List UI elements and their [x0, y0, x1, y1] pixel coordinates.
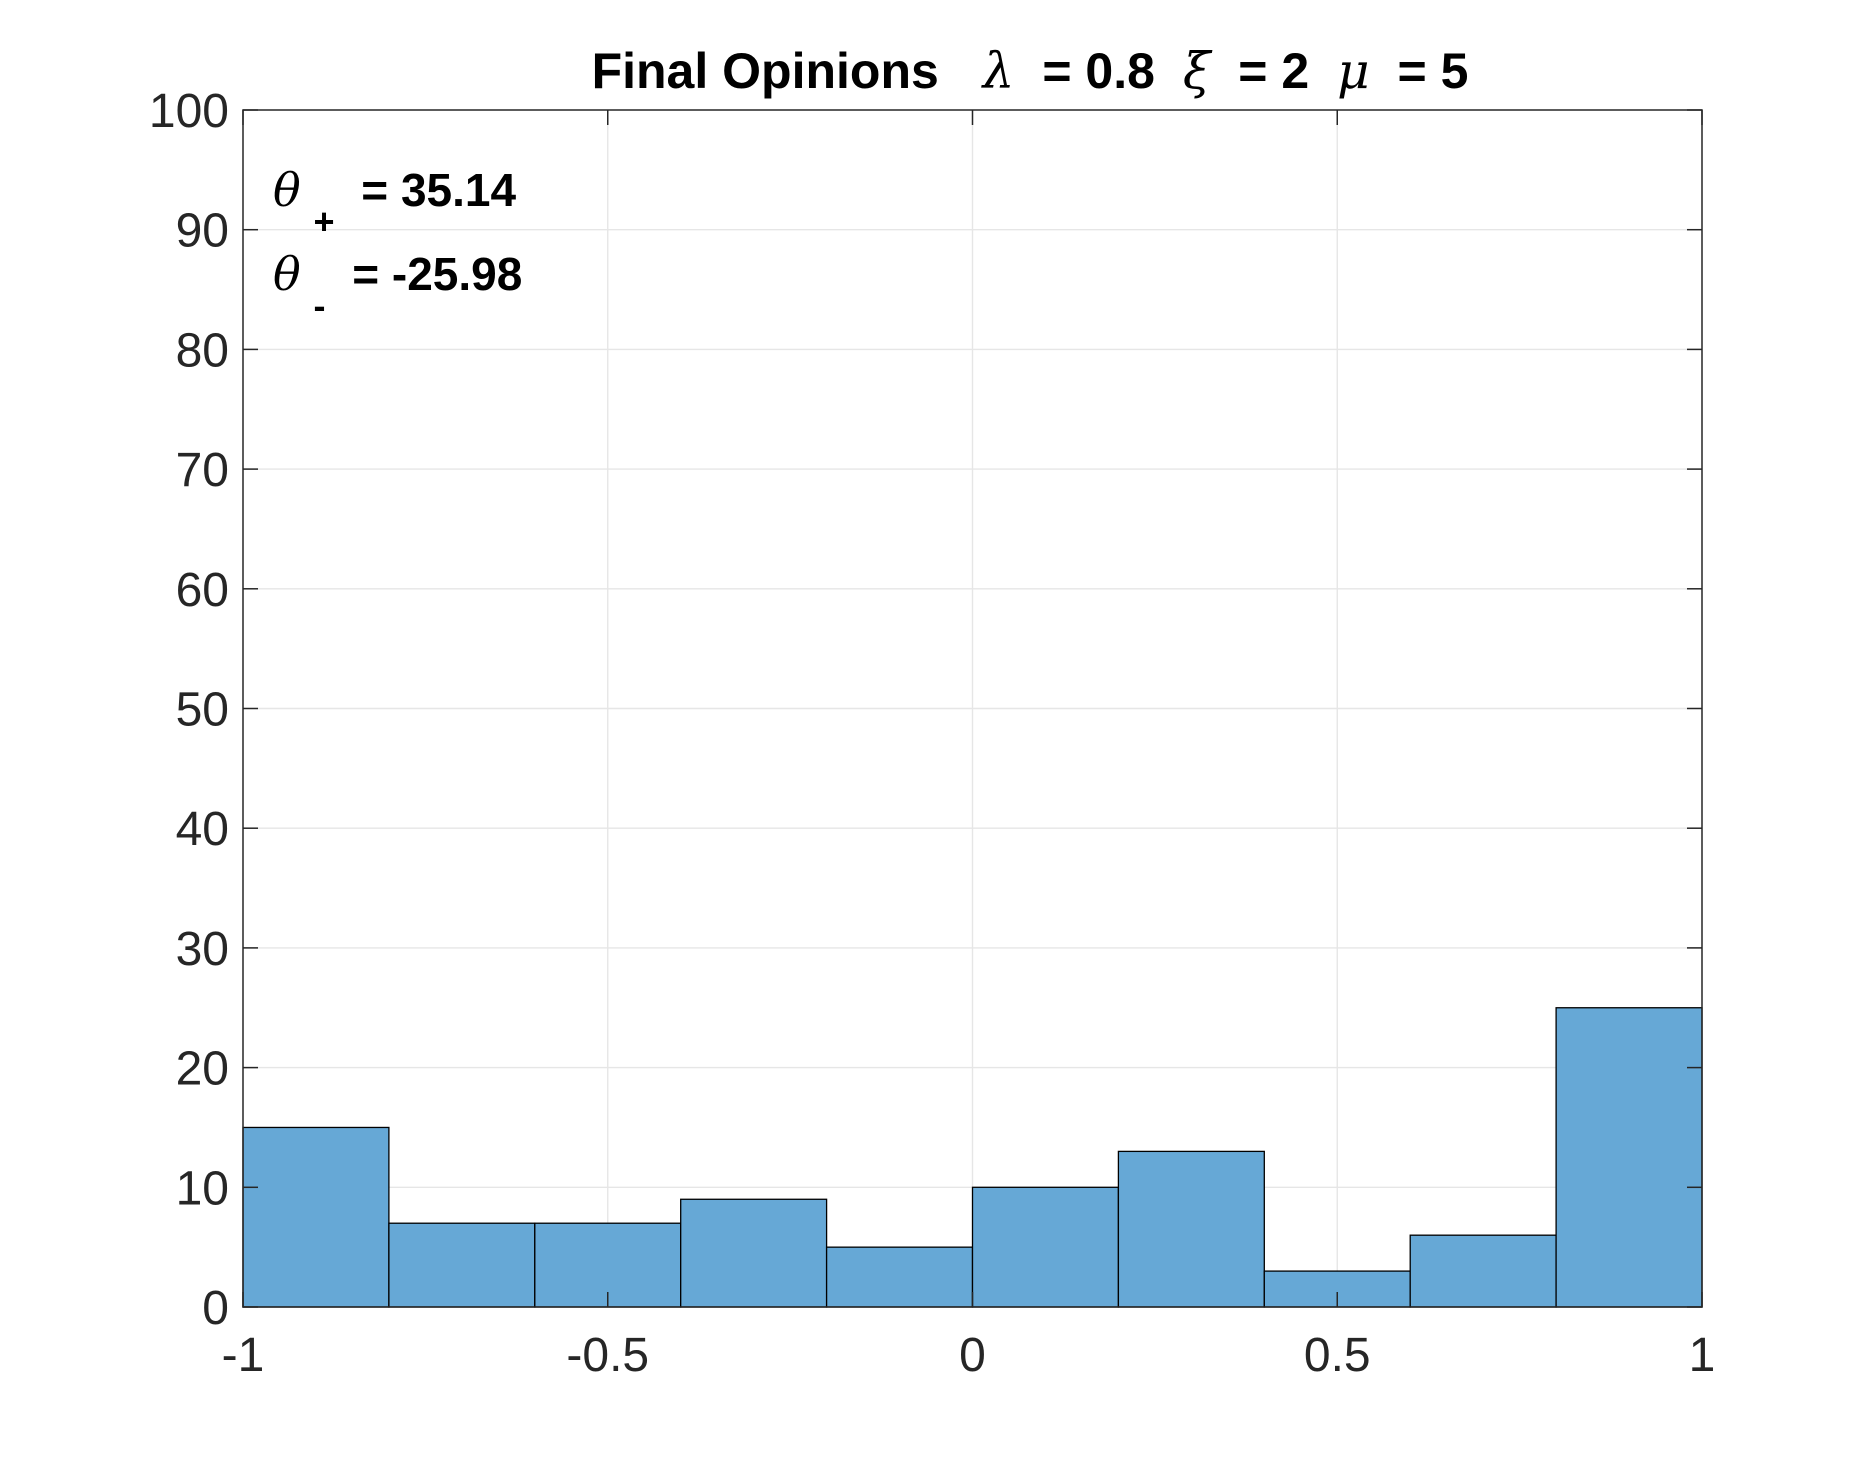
- plot-axes: [242, 109, 1703, 1308]
- x-tick-label: 1: [1689, 1329, 1716, 1382]
- title-mu-symbol: μ: [1337, 42, 1370, 100]
- histogram-bar: [825, 1246, 974, 1308]
- y-tick-label: 100: [149, 85, 229, 138]
- y-tick-label: 10: [176, 1162, 229, 1215]
- title-lambda-value: = 0.8: [1042, 43, 1155, 99]
- title-xi-value: = 2: [1238, 43, 1309, 99]
- theta-minus-symbol: θ: [273, 247, 301, 301]
- histogram-bar: [1117, 1150, 1265, 1308]
- theta-minus-annotation: θ - = -25.98: [273, 247, 522, 328]
- title-text: Final Opinions: [592, 43, 939, 99]
- theta-plus-subscript: +: [313, 201, 334, 242]
- y-tick-label: 60: [176, 564, 229, 617]
- tick-labels: 0 10 20 30 40 50 60 70 80 90 100 -1 -0.5 0 0.5 1: [149, 85, 1715, 1382]
- x-tick-label: -1: [222, 1329, 265, 1382]
- annotations: θ + = 35.14 θ - = -25.98: [273, 163, 522, 328]
- title-mu-value: = 5: [1398, 43, 1469, 99]
- theta-plus-annotation: θ + = 35.14: [273, 163, 516, 244]
- y-tick-label: 50: [176, 684, 229, 737]
- histogram-bar: [242, 1126, 390, 1308]
- y-tick-label: 70: [176, 444, 229, 497]
- x-tick-label: 0: [959, 1329, 986, 1382]
- x-tick-label: -0.5: [566, 1329, 649, 1382]
- theta-minus-subscript: -: [313, 285, 325, 326]
- y-tick-label: 40: [176, 803, 229, 856]
- histogram-bars: [242, 1007, 1703, 1308]
- y-tick-label: 80: [176, 324, 229, 377]
- y-tick-label: 90: [176, 205, 229, 258]
- y-tick-label: 0: [202, 1282, 229, 1335]
- grid-lines: [243, 110, 1702, 1307]
- histogram-bar: [1409, 1234, 1557, 1308]
- title-xi-symbol: ξ: [1183, 42, 1213, 100]
- chart-title: Final Opinions λ = 0.8 ξ = 2 μ = 5: [592, 42, 1469, 100]
- theta-plus-value: = 35.14: [361, 164, 516, 216]
- y-tick-label: 30: [176, 923, 229, 976]
- histogram-bar: [680, 1198, 828, 1308]
- histogram-bar: [971, 1186, 1120, 1308]
- histogram-bar: [388, 1222, 536, 1308]
- theta-plus-symbol: θ: [273, 163, 301, 217]
- histogram-bar: [1555, 1007, 1703, 1308]
- y-tick-label: 20: [176, 1043, 229, 1096]
- x-tick-label: 0.5: [1304, 1329, 1371, 1382]
- title-lambda-symbol: λ: [981, 42, 1015, 100]
- theta-minus-value: = -25.98: [352, 248, 522, 300]
